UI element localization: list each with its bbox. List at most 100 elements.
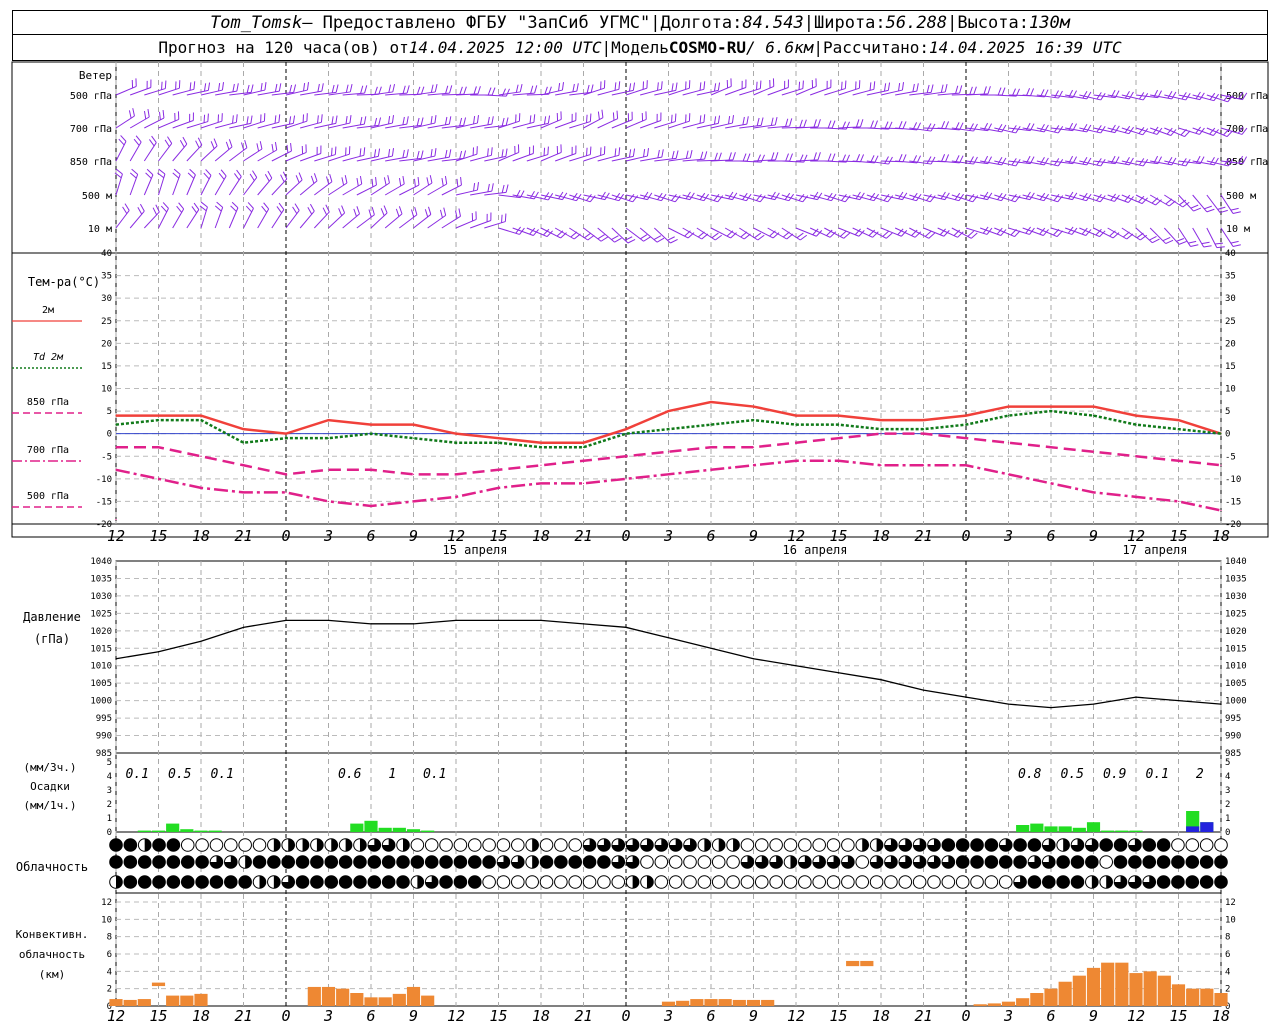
cloud-fill — [382, 855, 395, 869]
wind-barb-shaft — [314, 181, 333, 196]
wind-barb — [484, 213, 507, 229]
cloud-symbol — [826, 855, 841, 869]
cloud-fill — [870, 855, 883, 869]
convective-bar — [406, 986, 421, 1006]
wind-barb — [1150, 90, 1177, 100]
legend-label: Td 2м — [33, 352, 64, 363]
wind-barb-feather — [448, 116, 452, 125]
wind-barb-feather — [1138, 195, 1145, 203]
wind-barb — [852, 192, 879, 202]
wind-barb-feather — [218, 172, 225, 180]
wind-barb — [1192, 156, 1219, 166]
wind-barb — [838, 154, 865, 163]
pressure-tick-label: 1035 — [1225, 574, 1247, 584]
wind-barb-feather — [448, 149, 452, 158]
cloud-fill — [324, 875, 338, 889]
cloud-symbol — [568, 838, 583, 852]
wind-barb — [172, 202, 185, 229]
wind-barb — [569, 227, 595, 241]
wind-barb-feather — [1171, 91, 1177, 100]
cloud-symbol — [769, 855, 783, 869]
cloud-symbol — [654, 838, 669, 852]
time-tick-label: 3 — [1003, 1007, 1013, 1024]
cloud-fill — [339, 855, 352, 869]
wind-barb-feather — [487, 148, 489, 157]
wind-level-label: 850 гПа — [70, 157, 112, 168]
cloud-symbol — [180, 875, 195, 889]
cloud-symbol — [453, 838, 468, 852]
wind-barb-feather — [293, 84, 297, 93]
wind-barb-feather — [1217, 206, 1226, 210]
temp-point — [922, 433, 925, 435]
cloud-symbol — [812, 875, 826, 889]
wind-barb-feather — [1213, 157, 1219, 166]
convective-tick-label: 8 — [1225, 933, 1230, 943]
wind-barb-feather — [973, 86, 977, 95]
wind-barb-feather — [164, 139, 170, 147]
wind-barb — [285, 113, 308, 129]
wind-barb — [512, 145, 534, 162]
precip-bar — [406, 829, 421, 832]
wind-barb-feather — [1167, 156, 1173, 165]
wind-barb-feather — [624, 236, 633, 241]
cloud-symbol — [582, 875, 597, 889]
wind-barb-feather — [391, 115, 395, 124]
wind-barb — [370, 115, 395, 129]
wind-barb-feather — [345, 84, 349, 93]
precip-unit-3h: (мм/3ч.) — [24, 761, 77, 774]
wind-barb-shaft — [129, 210, 145, 229]
wind-barb — [285, 203, 300, 229]
wind-barb — [1079, 227, 1106, 238]
wind-barb-feather — [1014, 195, 1021, 203]
cloud-fill — [1091, 875, 1099, 889]
cloud-fill — [1085, 838, 1099, 852]
cloud-fill — [1114, 838, 1127, 852]
wind-barb-feather — [374, 86, 378, 95]
wind-barb-feather — [1203, 245, 1212, 248]
wind-barb — [1220, 155, 1248, 165]
temp-point — [157, 478, 160, 480]
wind-barb-feather — [443, 207, 447, 216]
cloud-symbol — [338, 838, 353, 852]
wind-barb-feather — [671, 83, 674, 92]
wind-barb-feather — [628, 83, 632, 92]
convective-bar — [1072, 975, 1086, 1006]
wind-barb — [441, 177, 462, 196]
wind-barb-feather — [1209, 127, 1216, 135]
time-tick-label: 12 — [787, 527, 805, 545]
cloud-symbol — [611, 838, 626, 852]
wind-barb-feather — [1152, 238, 1160, 244]
precip-tick-label: 5 — [1225, 758, 1230, 768]
cloud-fill — [339, 875, 352, 889]
cloud-symbol — [740, 855, 755, 869]
convective-bar — [1200, 988, 1214, 1006]
wind-barb-shaft — [186, 144, 203, 162]
wind-barb-feather — [392, 84, 396, 93]
cloud-symbol — [1041, 855, 1056, 869]
wind-barb — [753, 152, 779, 162]
wind-barb — [810, 192, 837, 202]
precip-3h-label: 0.1 — [126, 767, 149, 782]
wind-barb-feather — [252, 170, 258, 178]
wind-barb — [370, 84, 396, 96]
wind-barb-feather — [785, 153, 789, 162]
wind-barb-feather — [983, 86, 987, 95]
wind-barb — [1107, 90, 1134, 100]
station-name: Tom_Tomsk — [210, 12, 303, 33]
cloud-fill — [611, 855, 625, 869]
cloud-fill — [942, 838, 955, 852]
cloud-symbol — [467, 875, 482, 889]
wind-barb-feather — [872, 231, 879, 238]
wind-barb — [554, 112, 577, 129]
wind-barb-feather — [969, 86, 973, 95]
cloud-symbol — [1128, 838, 1142, 852]
cloud-symbol — [884, 838, 898, 852]
cloud-symbol — [998, 875, 1013, 889]
cloud-symbol — [195, 855, 209, 869]
wind-barb — [753, 191, 780, 201]
wind-barb — [625, 80, 648, 96]
wind-barb-feather — [178, 202, 185, 210]
pressure-tick-label: 1010 — [90, 662, 112, 672]
temp-point — [710, 401, 712, 403]
cloud-fill — [353, 875, 367, 889]
